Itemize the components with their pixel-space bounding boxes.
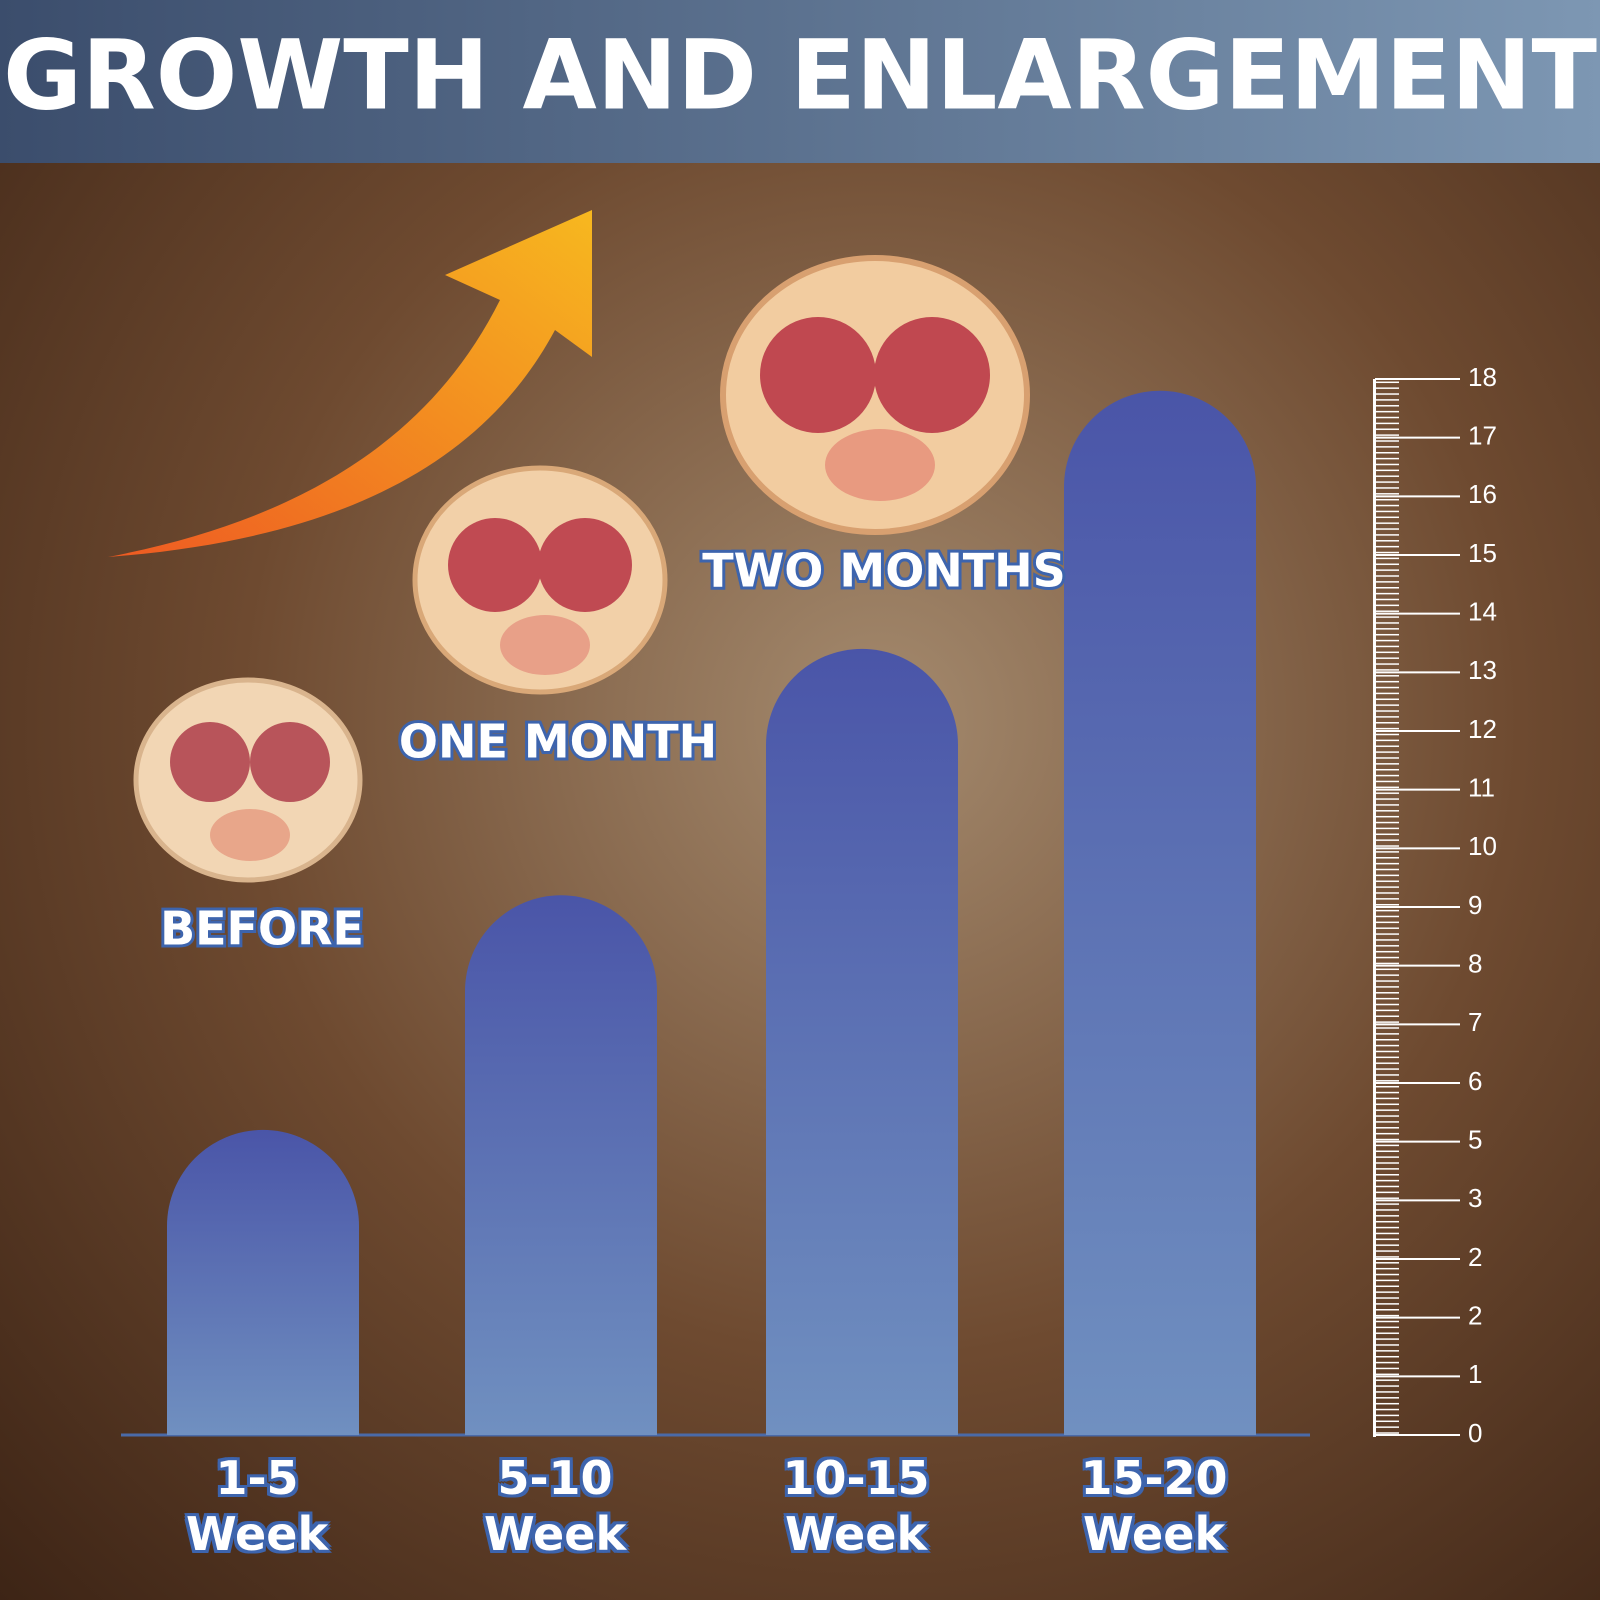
y-tick-label: 6 [1468, 1066, 1482, 1096]
y-tick-label: 14 [1468, 597, 1497, 627]
ruler-spine [1373, 379, 1376, 1437]
y-tick-label: 18 [1468, 362, 1497, 392]
chart-title: GROWTH AND ENLARGEMENT [3, 19, 1597, 131]
growth-arrow [108, 210, 592, 557]
y-tick-label: 1 [1468, 1359, 1482, 1389]
y-tick-label: 2 [1468, 1301, 1482, 1331]
x-tick-label: 15-20 Week [1080, 1451, 1228, 1561]
x-tick-label: 10-15 Week [782, 1451, 930, 1561]
y-tick-label: 5 [1468, 1125, 1482, 1155]
y-tick-label: 9 [1468, 890, 1482, 920]
x-tick-label: 5-10 Week [483, 1451, 627, 1561]
bar [465, 895, 657, 1435]
y-tick-label: 13 [1468, 655, 1497, 685]
y-tick-label: 10 [1468, 831, 1497, 861]
cross-section-small [133, 677, 363, 883]
y-tick-label: 17 [1468, 421, 1497, 451]
y-tick-label: 11 [1468, 773, 1495, 803]
bar [167, 1129, 359, 1435]
annotation: TWO MONTHS [702, 544, 1066, 598]
title-band [0, 0, 1600, 163]
annotation: BEFORE [160, 902, 364, 956]
bar [766, 648, 958, 1435]
cross-section-large [720, 255, 1030, 535]
x-tick-label: 1-5 Week [185, 1451, 329, 1561]
y-tick-label: 8 [1468, 949, 1482, 979]
y-tick-label: 2 [1468, 1242, 1482, 1272]
y-tick-label: 3 [1468, 1183, 1482, 1213]
bar [1064, 390, 1256, 1435]
y-tick-label: 7 [1468, 1007, 1482, 1037]
y-tick-label: 15 [1468, 538, 1497, 568]
annotation: ONE MONTH [399, 715, 717, 769]
y-tick-label: 16 [1468, 479, 1497, 509]
cross-section-medium [412, 465, 668, 695]
y-tick-label: 0 [1468, 1418, 1482, 1448]
y-tick-label: 12 [1468, 714, 1497, 744]
